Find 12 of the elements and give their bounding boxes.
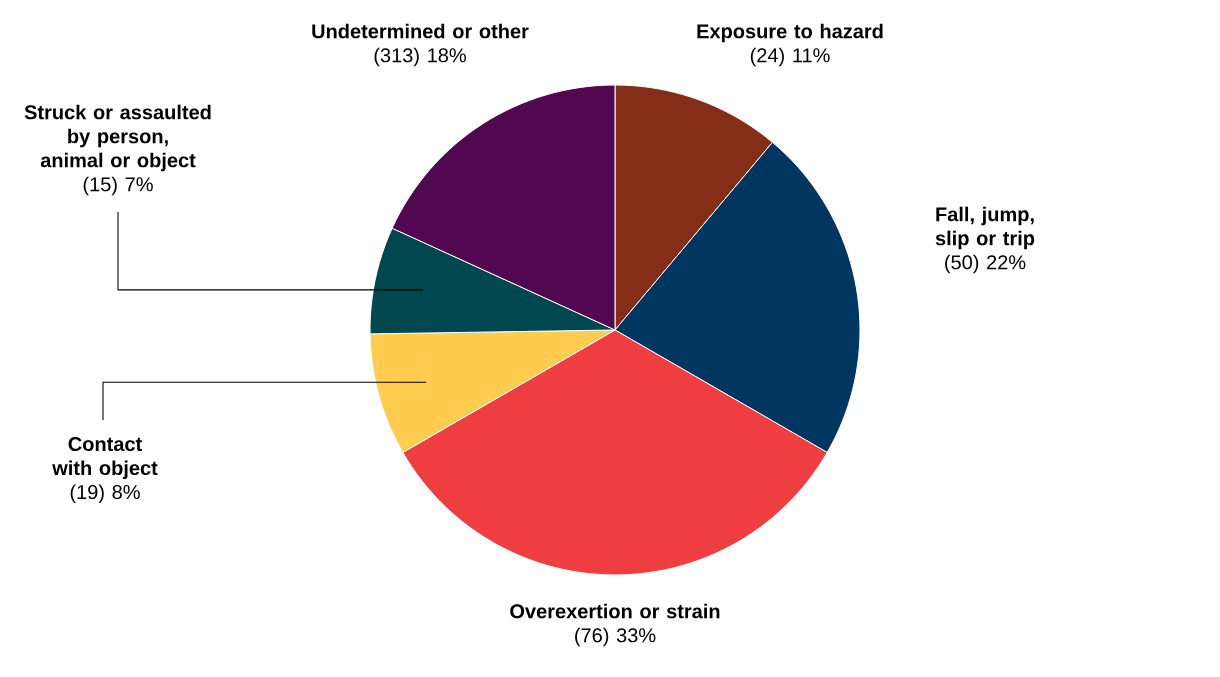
slice-label: Overexertion or strain	[510, 603, 720, 619]
data-label: (76) 33%	[575, 627, 656, 647]
data-label: (50) 22%	[945, 254, 1026, 274]
slice-label: Undetermined or other	[312, 23, 529, 39]
slice-label: Fall, jump, slip or trip	[935, 206, 1035, 250]
slice-label: Struck or assaulted by person, animal or object	[24, 104, 211, 172]
slice-label: Contact with object	[52, 436, 158, 480]
data-label: (313) 18%	[374, 47, 466, 67]
data-label: (15) 7%	[83, 176, 153, 196]
slice-label: Exposure to hazard	[697, 23, 883, 43]
data-label: (19) 8%	[70, 484, 140, 504]
data-label: (24) 11%	[750, 47, 830, 67]
